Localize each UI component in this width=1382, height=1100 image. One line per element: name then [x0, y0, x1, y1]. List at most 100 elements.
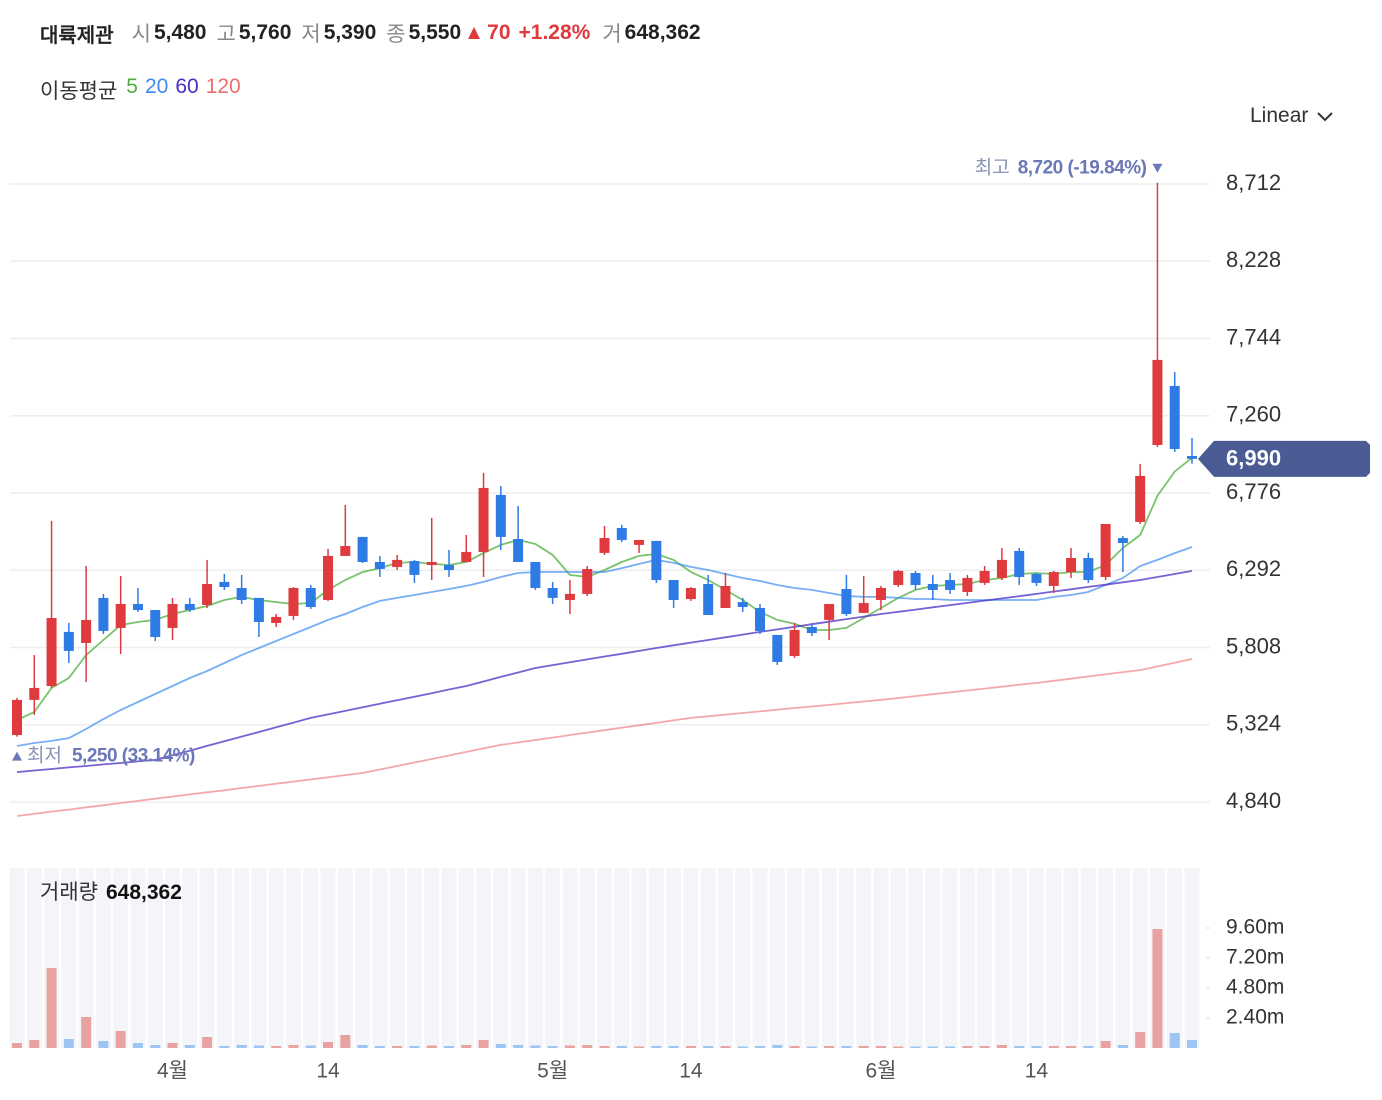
- x-tick-label: 6월: [865, 1060, 896, 1083]
- candle-body: [806, 626, 817, 634]
- volume-band: [1046, 868, 1062, 1048]
- scale-label[interactable]: Linear: [1250, 104, 1309, 127]
- change-percent: +1.28%: [518, 21, 591, 44]
- volume-band: [752, 868, 768, 1048]
- close-value: 5,550: [408, 21, 462, 44]
- volume-bar: [271, 1046, 282, 1048]
- candle-body: [29, 687, 40, 700]
- volume-bar: [582, 1045, 593, 1048]
- volume-band: [614, 868, 630, 1048]
- candle-body: [737, 602, 748, 608]
- candle-body: [357, 536, 368, 562]
- volume-band: [26, 868, 42, 1048]
- volume-bar: [737, 1046, 748, 1048]
- candle-body: [1066, 558, 1077, 573]
- volume-band: [337, 868, 353, 1048]
- volume-band: [510, 868, 526, 1048]
- candle-body: [184, 603, 195, 611]
- candle-body: [513, 539, 524, 562]
- candle-body: [668, 580, 679, 600]
- high-annotation-label: 최고: [975, 157, 1010, 179]
- volume-bar: [841, 1046, 852, 1048]
- volume-band: [787, 868, 803, 1048]
- price-tag: [1198, 440, 1370, 477]
- volume-bar: [945, 1046, 956, 1048]
- volume-band: [78, 868, 94, 1048]
- volume-band: [856, 868, 872, 1048]
- volume-bar: [374, 1046, 385, 1048]
- y-tick-label: 8,712: [1226, 170, 1281, 195]
- legend-entry: 60: [175, 75, 199, 98]
- x-tick-label: 5월: [537, 1060, 568, 1083]
- y-tick-label: 5,324: [1226, 711, 1281, 736]
- volume-band: [9, 868, 25, 1048]
- volume-bar: [409, 1046, 420, 1048]
- volume-title-text: 거래량: [40, 881, 98, 904]
- candle-body: [547, 588, 558, 598]
- volume-bar: [132, 1043, 143, 1048]
- volume-band: [1098, 868, 1114, 1048]
- volume-bar: [253, 1045, 264, 1048]
- candle-body: [1048, 572, 1059, 586]
- candle-body: [1187, 456, 1197, 459]
- volume-band: [821, 868, 837, 1048]
- candle-body: [564, 593, 575, 600]
- volume-bar: [616, 1046, 627, 1048]
- volume-band: [666, 868, 682, 1048]
- candle-body: [962, 577, 973, 592]
- change-value: 70: [487, 21, 511, 44]
- volume-current: 648,362: [106, 881, 182, 904]
- y-tick-label: 6,776: [1226, 479, 1281, 504]
- volume-bar: [236, 1045, 247, 1048]
- open-label: 시: [131, 23, 151, 46]
- x-tick-label: 14: [316, 1060, 340, 1083]
- volume-band: [268, 868, 284, 1048]
- close-label: 종: [386, 23, 406, 46]
- volume-bar: [1187, 1039, 1197, 1048]
- candle-body: [167, 603, 178, 628]
- volume-band: [458, 868, 474, 1048]
- volume-bar: [1031, 1046, 1042, 1048]
- low-annotation-label: 최저: [27, 745, 62, 767]
- volume-band: [735, 868, 751, 1048]
- candle-body: [530, 561, 541, 589]
- volume-bar: [1152, 929, 1163, 1048]
- low-annotation-text: 5,250 (33.14%): [72, 746, 195, 767]
- volume-band: [648, 868, 664, 1048]
- volume-bar: [150, 1045, 161, 1048]
- volume-bar: [1135, 1032, 1146, 1048]
- candle-body: [305, 588, 316, 608]
- y-tick-label: 6,292: [1226, 556, 1281, 581]
- volume-bar: [63, 1039, 74, 1048]
- candle-body: [219, 581, 230, 588]
- volume-band: [579, 868, 595, 1048]
- candle-body: [1083, 558, 1094, 581]
- candle-body: [202, 584, 213, 605]
- volume-band: [1167, 868, 1183, 1048]
- candle-body: [1169, 385, 1180, 449]
- volume-bar: [478, 1040, 489, 1048]
- legend-entry: 120: [205, 75, 241, 98]
- volume-band: [994, 868, 1010, 1048]
- volume-bar: [685, 1046, 696, 1048]
- candle-body: [426, 561, 437, 566]
- volume-band: [234, 868, 250, 1048]
- volume-bar: [893, 1046, 904, 1048]
- volume-band: [1011, 868, 1027, 1048]
- candle-body: [582, 569, 593, 594]
- volume-bar: [1117, 1045, 1128, 1048]
- volume-band: [890, 868, 906, 1048]
- legend-entry: 5: [126, 75, 138, 98]
- volume-band: [355, 868, 371, 1048]
- volume-value: 648,362: [624, 21, 701, 44]
- volume-bar: [634, 1046, 645, 1048]
- volume-bar: [703, 1046, 714, 1048]
- candle-body: [599, 538, 610, 553]
- volume-band: [95, 868, 111, 1048]
- candle-body: [63, 631, 74, 651]
- volume-bar: [547, 1046, 558, 1048]
- scale-dropdown[interactable]: Linear: [1250, 104, 1334, 128]
- volume-band: [199, 868, 215, 1048]
- volume-band: [1028, 868, 1044, 1048]
- volume-bar: [46, 968, 57, 1048]
